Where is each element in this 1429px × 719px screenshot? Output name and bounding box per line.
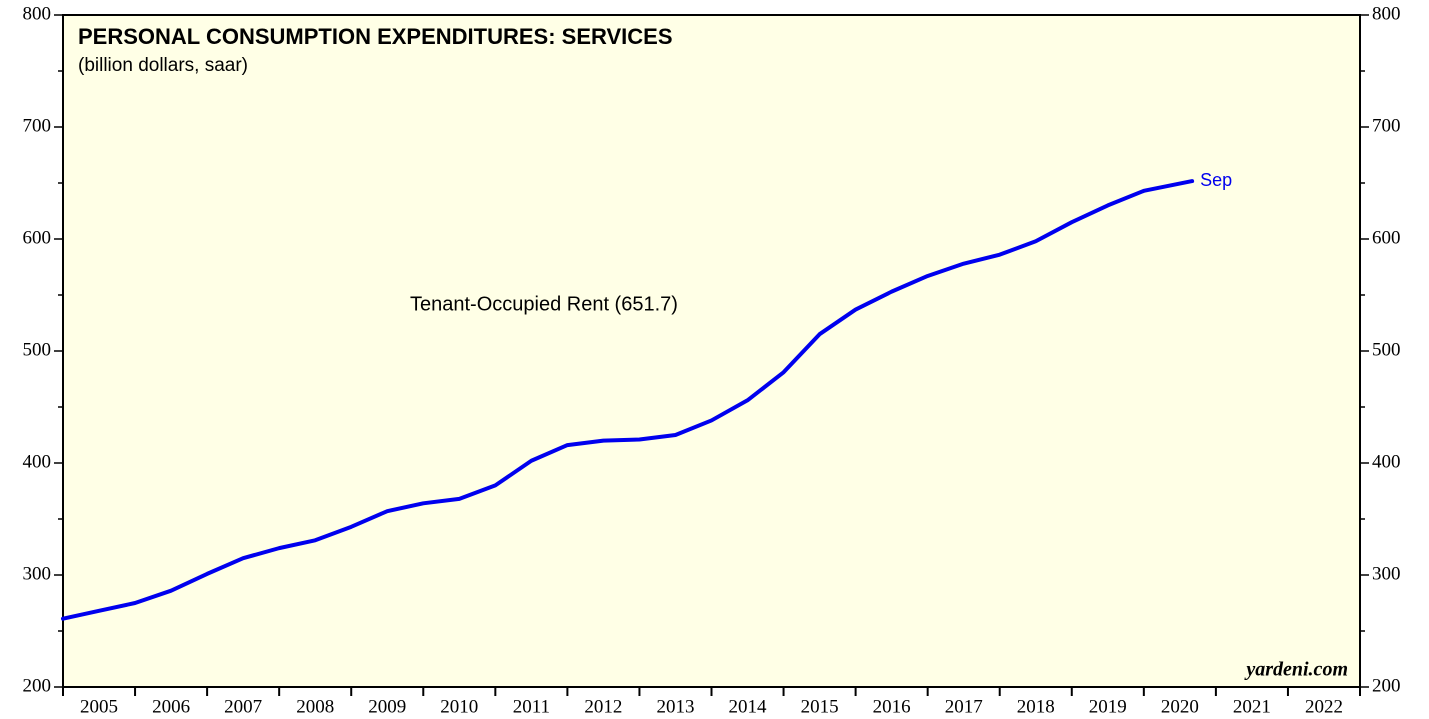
y2-tick-label: 400: [1372, 451, 1401, 472]
x-tick-label: 2021: [1233, 696, 1271, 717]
y2-tick-label: 600: [1372, 227, 1401, 248]
y-tick-label: 500: [23, 339, 52, 360]
y-tick-label: 600: [23, 227, 52, 248]
y-tick-label: 200: [23, 675, 52, 696]
y2-tick-label: 200: [1372, 675, 1401, 696]
y2-tick-label: 500: [1372, 339, 1401, 360]
y2-tick-label: 700: [1372, 115, 1401, 136]
x-tick-label: 2019: [1089, 696, 1127, 717]
x-tick-label: 2020: [1161, 696, 1199, 717]
chart-title: PERSONAL CONSUMPTION EXPENDITURES: SERVI…: [78, 24, 673, 49]
x-tick-label: 2005: [80, 696, 118, 717]
x-tick-label: 2006: [152, 696, 190, 717]
series-label: Tenant-Occupied Rent (651.7): [410, 293, 678, 315]
y2-tick-label: 300: [1372, 563, 1401, 584]
x-tick-label: 2008: [296, 696, 334, 717]
end-label: Sep: [1200, 170, 1232, 190]
x-tick-label: 2017: [945, 696, 983, 717]
y-tick-label: 400: [23, 451, 52, 472]
x-tick-label: 2009: [368, 696, 406, 717]
x-tick-label: 2013: [656, 696, 694, 717]
x-tick-label: 2014: [729, 696, 768, 717]
y2-tick-label: 800: [1372, 3, 1401, 24]
y-tick-label: 300: [23, 563, 52, 584]
chart-subtitle: (billion dollars, saar): [78, 55, 248, 76]
x-tick-label: 2007: [224, 696, 262, 717]
y-tick-label: 800: [23, 3, 52, 24]
plot-area: [62, 14, 1361, 688]
x-tick-label: 2018: [1017, 696, 1055, 717]
source: yardeni.com: [1244, 659, 1348, 681]
y-tick-label: 700: [23, 115, 52, 136]
data-line: [61, 179, 1195, 621]
x-tick-label: 2016: [873, 696, 911, 717]
x-tick-label: 2015: [801, 696, 839, 717]
x-tick-label: 2010: [440, 696, 478, 717]
x-tick-label: 2022: [1305, 696, 1343, 717]
x-tick-label: 2011: [513, 696, 550, 717]
x-tick-label: 2012: [584, 696, 622, 717]
